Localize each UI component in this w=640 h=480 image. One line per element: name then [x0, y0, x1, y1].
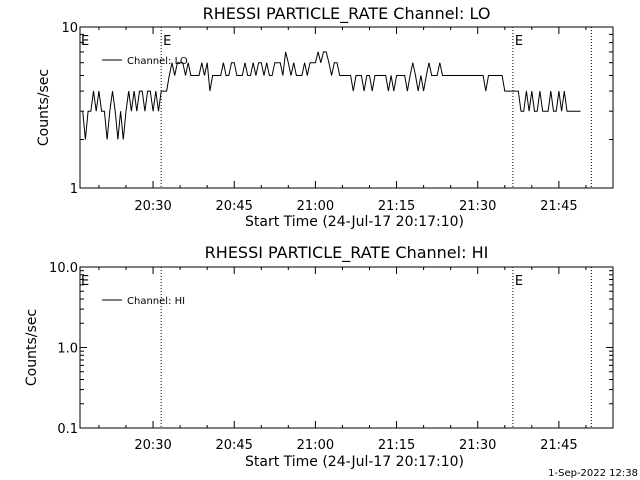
x-tick-label: 20:30 — [134, 199, 171, 214]
x-tick-label: 20:45 — [215, 199, 252, 214]
x-tick-label: 21:30 — [459, 199, 496, 214]
chart-title: RHESSI PARTICLE_RATE Channel: HI — [205, 243, 489, 263]
y-tick-label: 1.0 — [57, 342, 78, 357]
x-axis-label: Start Time (24-Jul-17 20:17:10) — [245, 454, 464, 470]
corner-event-label: E — [81, 274, 89, 289]
x-tick-label: 20:45 — [215, 438, 252, 453]
x-tick-label: 21:00 — [297, 199, 334, 214]
plot-frame — [79, 266, 614, 429]
legend-label: Channel: LO — [127, 56, 188, 67]
y-tick-label: 10.0 — [49, 261, 78, 276]
y-tick-label: 10 — [61, 21, 78, 36]
corner-event-label: E — [81, 34, 89, 49]
series-line — [82, 51, 581, 140]
event-marker-label: E — [515, 274, 523, 289]
footer-timestamp: 1-Sep-2022 12:38 — [548, 468, 638, 479]
plot-frame — [79, 26, 614, 189]
y-tick-label: 0.1 — [57, 422, 78, 437]
x-tick-label: 21:15 — [378, 199, 415, 214]
x-tick-label: 20:30 — [134, 438, 171, 453]
x-axis-label: Start Time (24-Jul-17 20:17:10) — [245, 214, 464, 230]
x-tick-label: 21:15 — [378, 438, 415, 453]
chart-title: RHESSI PARTICLE_RATE Channel: LO — [203, 4, 491, 24]
y-tick-label: 1 — [70, 182, 78, 197]
panel-lo: RHESSI PARTICLE_RATE Channel: LO 20:30 20:… — [36, 4, 614, 230]
event-marker-label: E — [515, 34, 523, 49]
event-marker-label: E — [163, 34, 171, 49]
x-tick-label: 21:45 — [540, 199, 577, 214]
panel-hi: RHESSI PARTICLE_RATE Channel: HI 20:30 20:… — [24, 243, 614, 470]
x-tick-label: 21:45 — [540, 438, 577, 453]
x-tick-label: 21:30 — [459, 438, 496, 453]
y-axis-label: Counts/sec — [24, 309, 40, 386]
x-tick-label: 21:00 — [297, 438, 334, 453]
legend-label: Channel: HI — [127, 296, 185, 307]
y-axis-label: Counts/sec — [36, 69, 52, 146]
